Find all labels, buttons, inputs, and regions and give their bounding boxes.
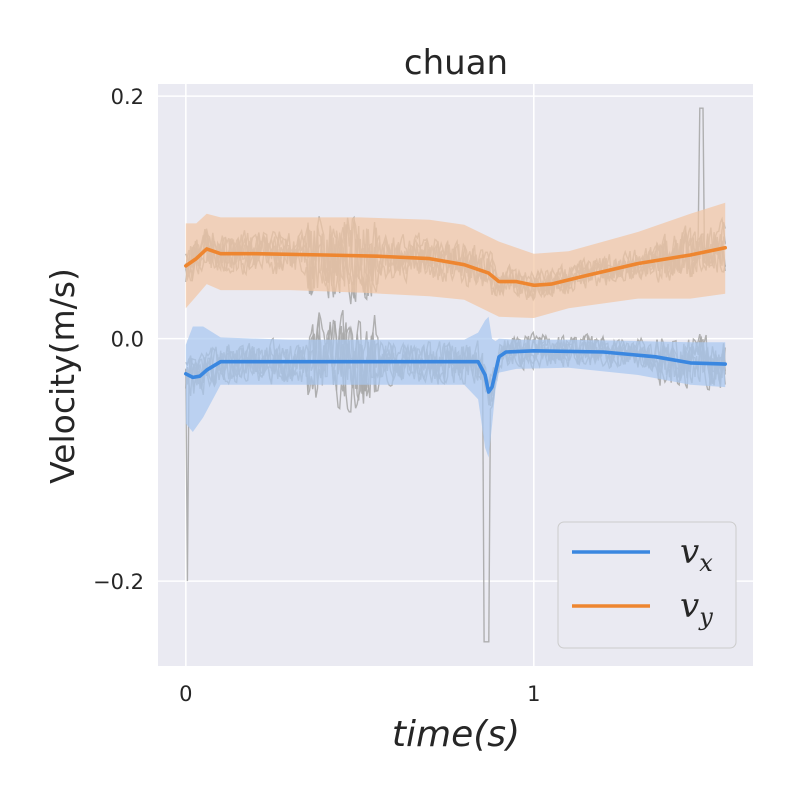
legend-label-base: v <box>680 532 699 572</box>
y-tick-label: 0.2 <box>111 85 144 109</box>
y-tick-label: −0.2 <box>93 570 144 594</box>
legend-label-subscript: y <box>698 603 713 631</box>
x-axis-label: time(s) <box>392 714 520 755</box>
legend-label-subscript: x <box>699 549 713 577</box>
tick-labels: 0 1 0.2 0.0 −0.2 <box>93 85 540 706</box>
x-tick-label: 1 <box>527 682 540 706</box>
line-vy <box>184 245 727 288</box>
legend-label-vy: vy <box>680 586 713 631</box>
legend-label-base: v <box>680 586 699 626</box>
chart-title: chuan <box>404 43 508 83</box>
y-tick-label: 0.0 <box>111 328 144 352</box>
x-tick-label: 0 <box>179 682 192 706</box>
y-axis-label: Velocity(m/s) <box>43 268 82 484</box>
legend-label-vx: vx <box>680 532 713 577</box>
mean-lines <box>184 245 727 394</box>
band-vy <box>185 202 726 318</box>
line-vx <box>184 349 727 394</box>
